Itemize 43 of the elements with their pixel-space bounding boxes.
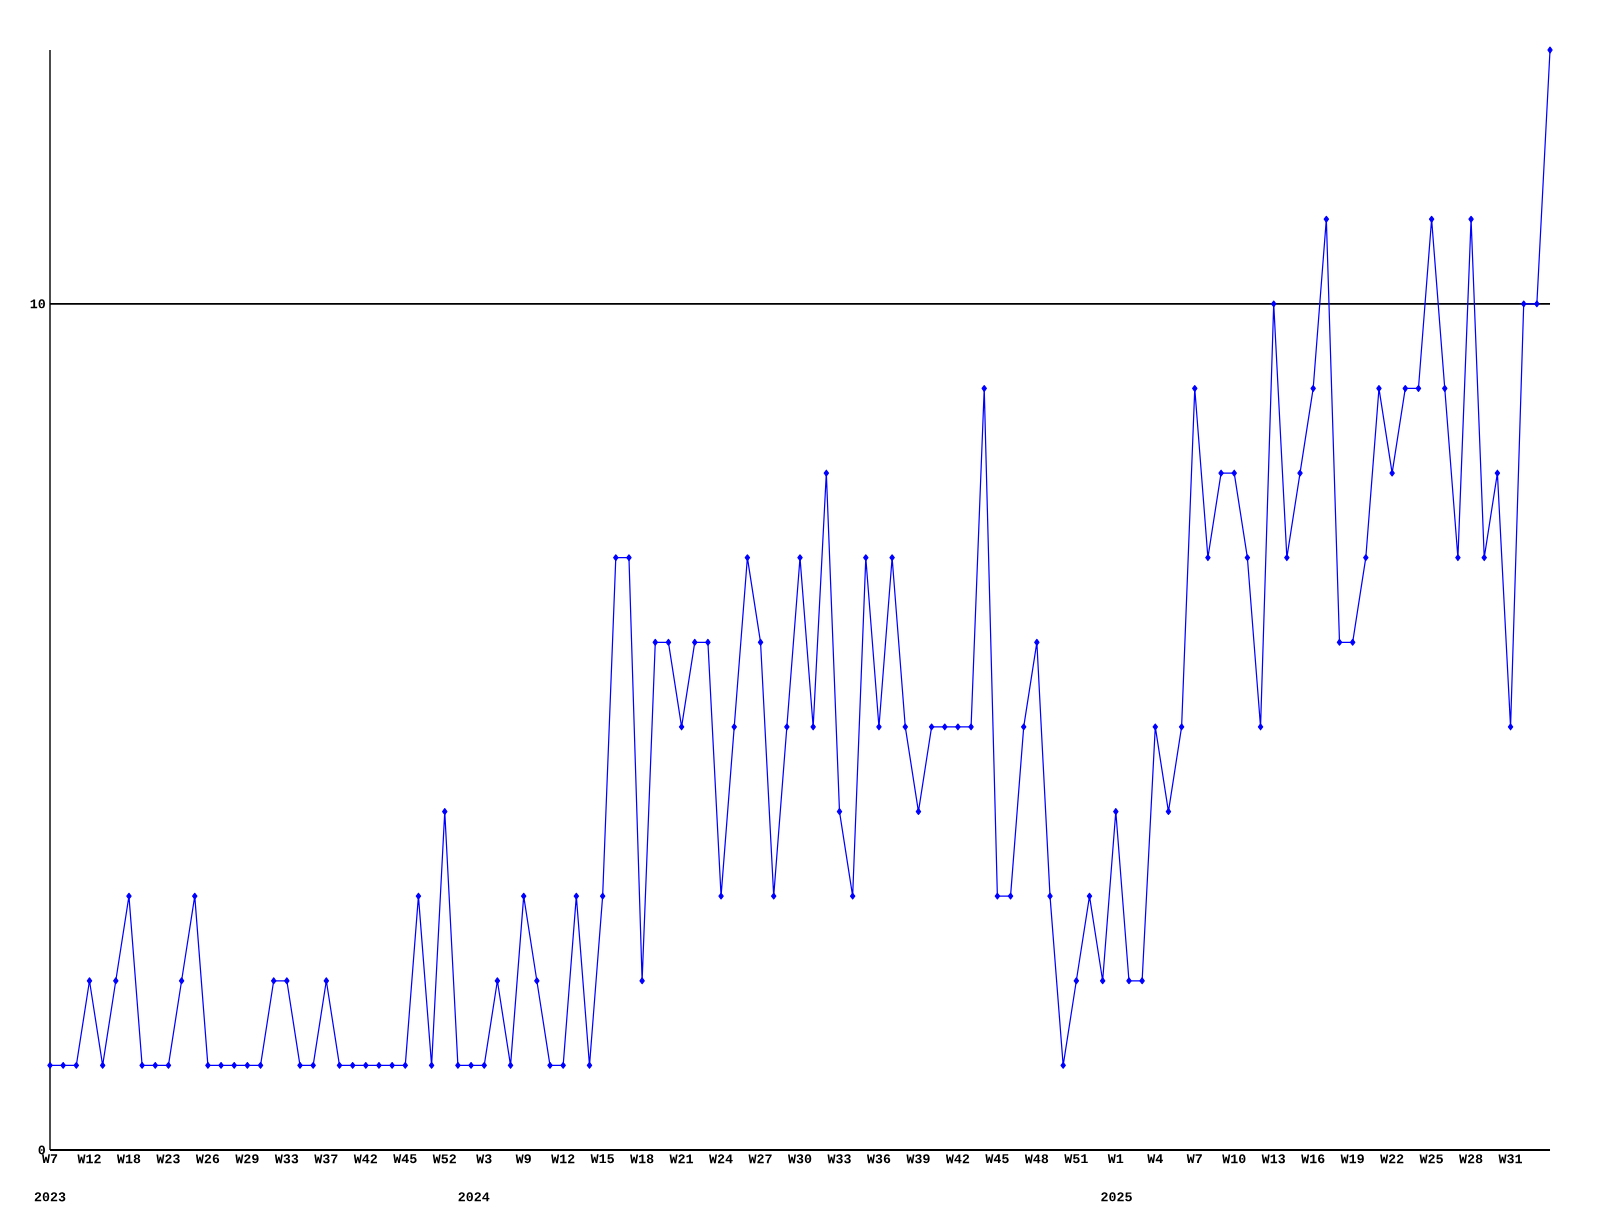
x-tick-label: W29 — [235, 1154, 259, 1164]
x-tick-label: W13 — [1261, 1154, 1286, 1164]
x-tick-label: W7 — [41, 1154, 58, 1163]
x-tick-label: W45 — [985, 1154, 1009, 1164]
x-tick-label: W16 — [1301, 1154, 1325, 1164]
x-tick-label: W3 — [476, 1154, 492, 1164]
x-tick-label: W33 — [827, 1154, 851, 1164]
x-tick-label: W33 — [274, 1154, 299, 1164]
x-tick-label: W12 — [551, 1154, 575, 1164]
x-tick-label: W22 — [1380, 1154, 1404, 1164]
y-tick-label: 10 — [30, 299, 45, 309]
x-tick-label: W39 — [906, 1154, 930, 1164]
x-tick-label: W23 — [156, 1154, 180, 1164]
x-tick-label: W48 — [1024, 1154, 1049, 1164]
x-tick-label: W15 — [590, 1154, 614, 1164]
x-tick-label: W36 — [866, 1154, 891, 1164]
x-tick-label: W18 — [116, 1154, 141, 1164]
x-tick-label: W52 — [432, 1154, 456, 1164]
x-tick-label: W7 — [1186, 1154, 1202, 1163]
text: 2025 — [1101, 1192, 1132, 1202]
x-tick-label: W28 — [1459, 1154, 1483, 1164]
x-tick-label: W21 — [669, 1154, 694, 1164]
text: 2023 — [34, 1192, 66, 1202]
x-tick-label: W9 — [515, 1154, 531, 1164]
x-tick-label: W27 — [748, 1154, 772, 1164]
x-tick-label: W26 — [195, 1154, 220, 1164]
x-tick-label: W10 — [1222, 1154, 1246, 1164]
x-tick-label: W37 — [314, 1154, 338, 1164]
x-tick-label: W45 — [393, 1154, 417, 1164]
y-tick-label: 0 — [38, 1145, 45, 1155]
x-tick-label: W42 — [353, 1154, 378, 1164]
x-tick-label: W12 — [77, 1154, 101, 1164]
x-tick-label: W30 — [787, 1154, 812, 1164]
x-tick-label: W18 — [630, 1154, 654, 1164]
text: 2024 — [458, 1192, 490, 1202]
x-tick-label: W19 — [1340, 1154, 1364, 1164]
x-tick-label: W51 — [1064, 1154, 1088, 1164]
x-tick-label: W4 — [1147, 1154, 1163, 1163]
x-tick-label: W31 — [1498, 1154, 1522, 1164]
x-tick-label: W1 — [1107, 1154, 1124, 1163]
x-tick-label: W25 — [1419, 1154, 1443, 1164]
x-tick-label: W24 — [709, 1154, 733, 1164]
x-tick-label: W42 — [945, 1154, 970, 1164]
